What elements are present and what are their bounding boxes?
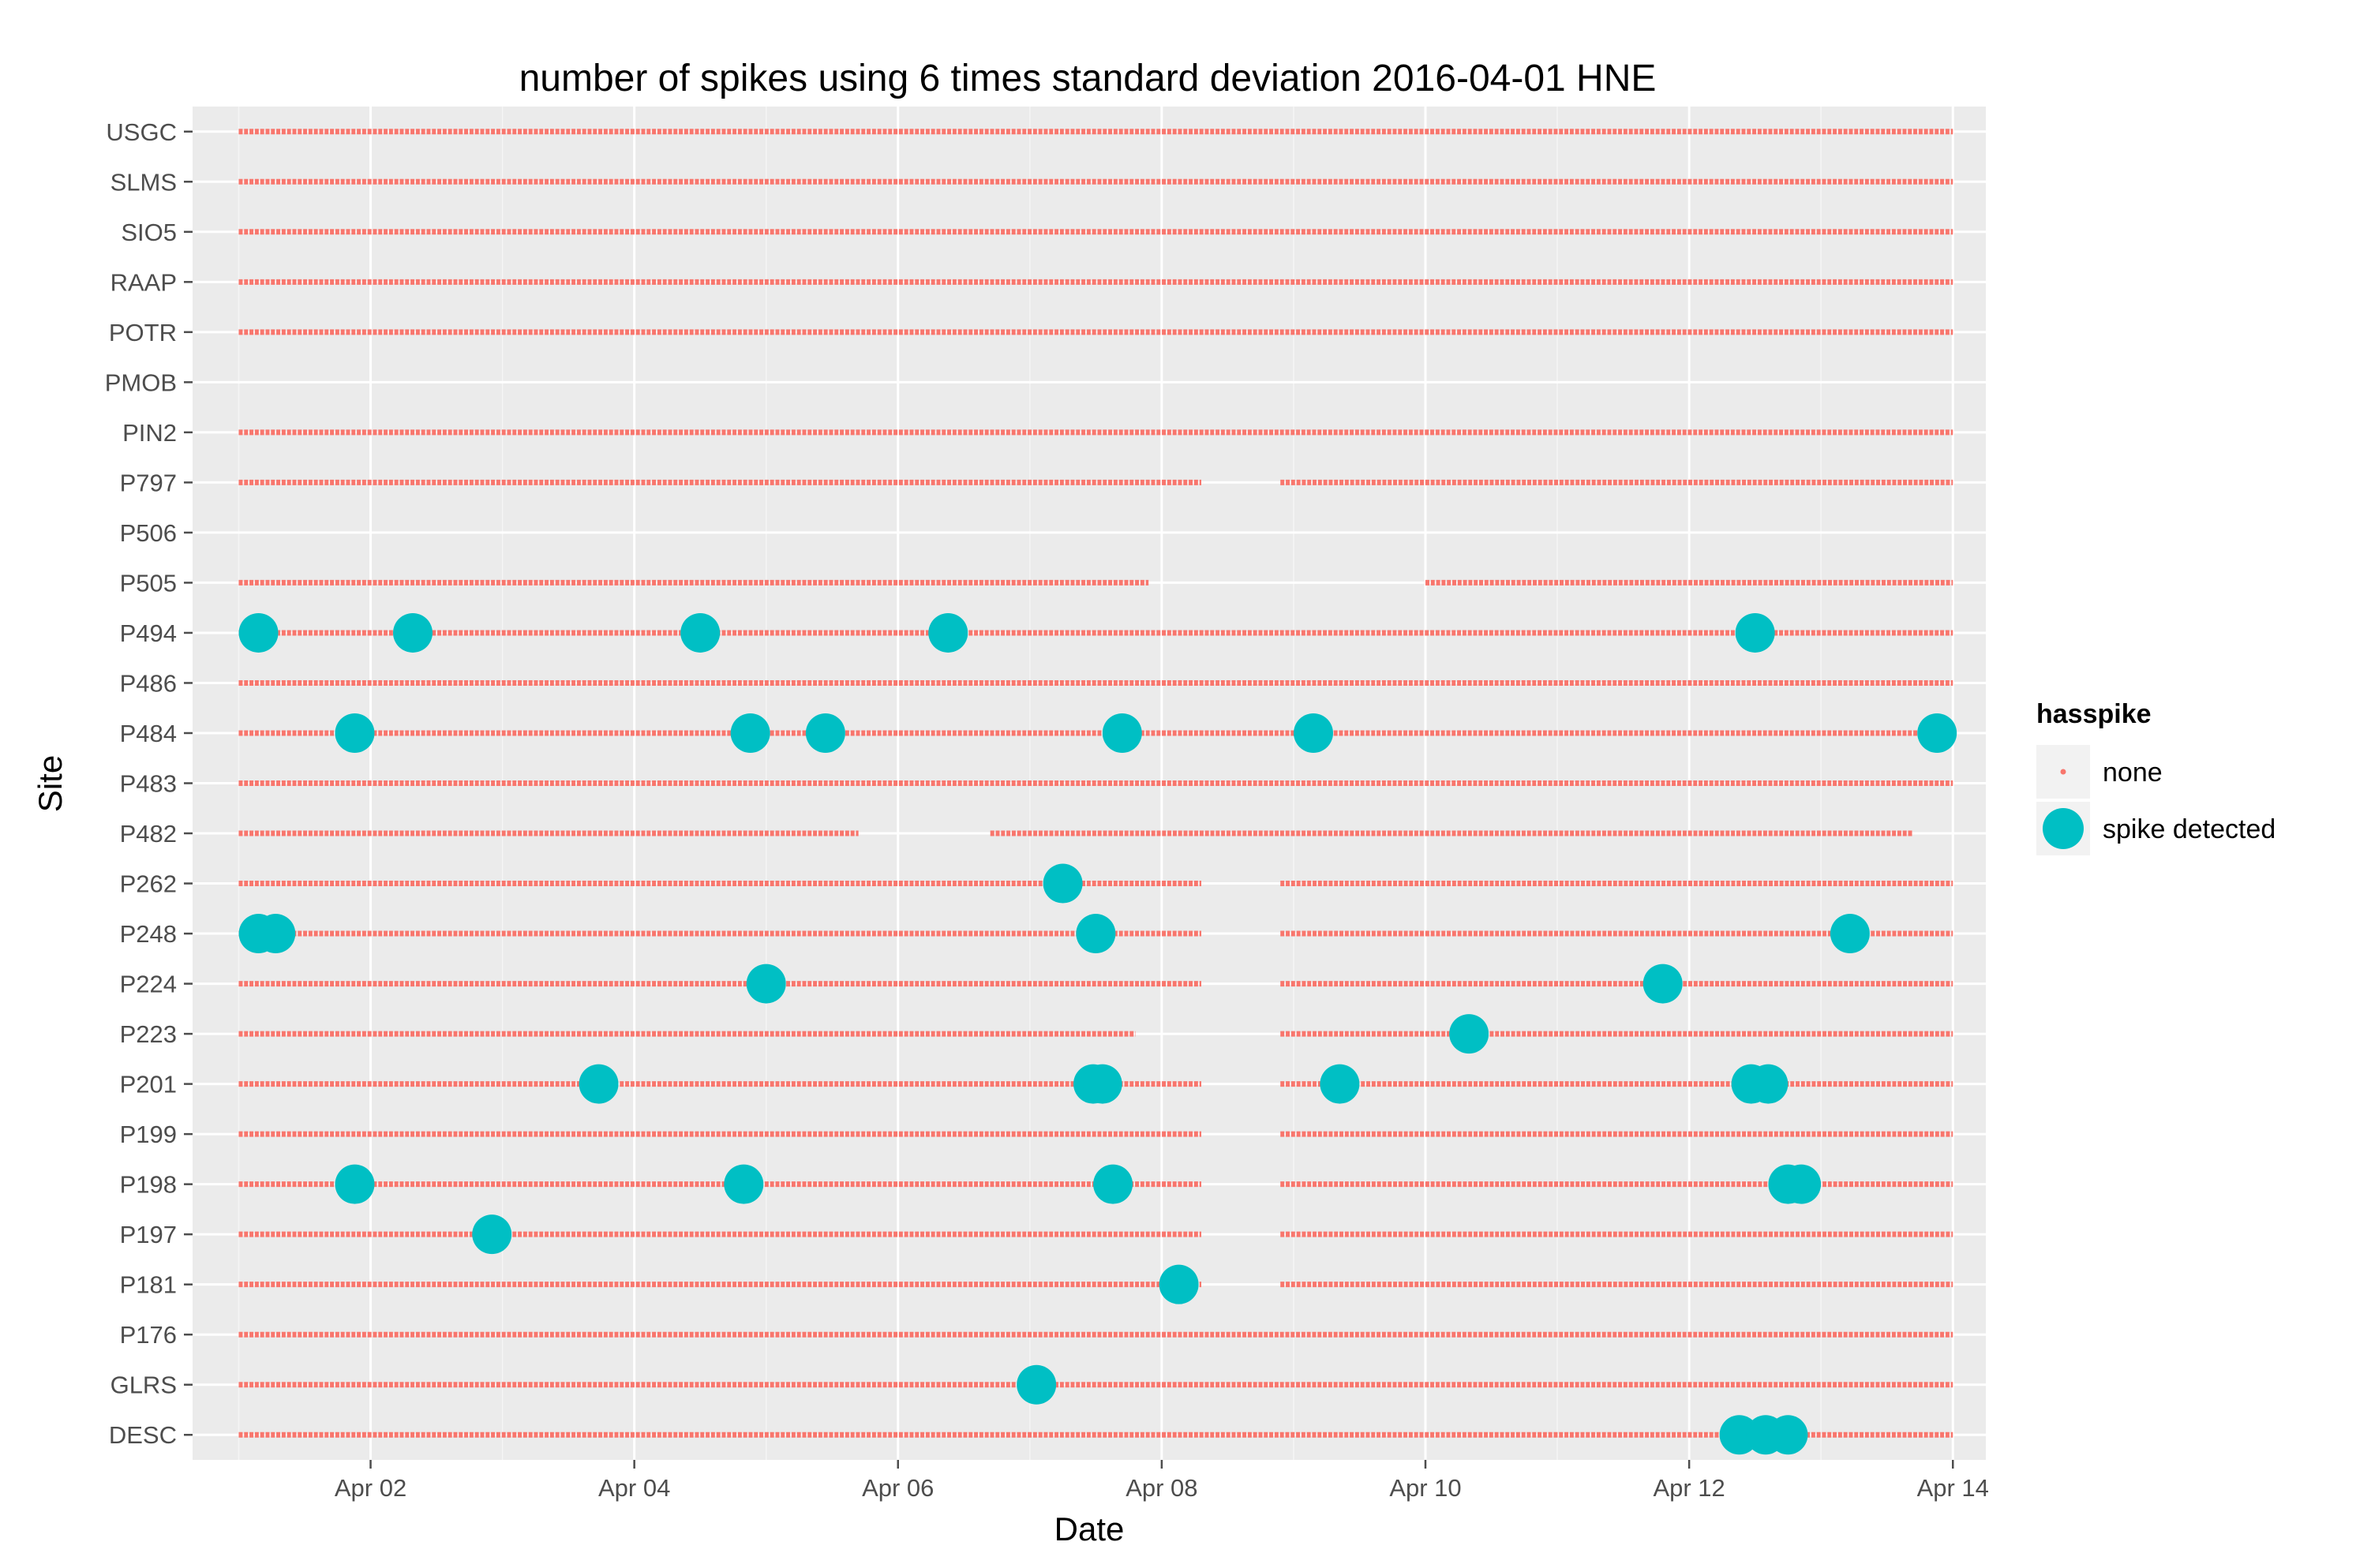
spike-point-desc — [1768, 1415, 1808, 1455]
y-tick-label: P176 — [120, 1321, 177, 1349]
spike-point-p223 — [1449, 1014, 1489, 1054]
no-spike-series — [238, 129, 1953, 1438]
spike-point-p181 — [1159, 1264, 1199, 1304]
spike-point-p198 — [1781, 1164, 1822, 1204]
y-tick-label: P486 — [120, 669, 177, 697]
x-tick-label: Apr 06 — [862, 1474, 934, 1502]
spike-point-p484 — [730, 713, 770, 753]
spike-point-p248 — [1830, 914, 1870, 954]
y-tick-label: SLMS — [110, 168, 177, 196]
x-tick-label: Apr 02 — [335, 1474, 406, 1502]
x-tick-label: Apr 04 — [598, 1474, 670, 1502]
spike-point-p198 — [724, 1164, 764, 1204]
y-tick-label: PIN2 — [122, 419, 177, 447]
y-tick-label: P201 — [120, 1071, 177, 1098]
spike-point-p484 — [1102, 713, 1142, 753]
y-tick-label: RAAP — [110, 268, 177, 296]
spike-point-p197 — [472, 1214, 512, 1255]
spike-point-p248 — [1076, 914, 1116, 954]
y-tick-label: SIO5 — [121, 219, 177, 246]
y-tick-label: P505 — [120, 569, 177, 597]
y-tick-label: DESC — [109, 1421, 177, 1449]
x-tick-label: Apr 14 — [1917, 1474, 1989, 1502]
y-tick-label: P797 — [120, 469, 177, 496]
x-tick-label: Apr 12 — [1653, 1474, 1725, 1502]
spike-point-p494 — [238, 612, 279, 653]
y-axis: DESC GLRS P176 P181 P197 P198 P199 P201 P223 P224… — [105, 118, 193, 1449]
y-tick-label: P494 — [120, 619, 177, 647]
y-tick-label: POTR — [109, 319, 177, 346]
spike-point-p248 — [256, 914, 296, 954]
spike-point-p201 — [1320, 1064, 1360, 1104]
y-tick-label: P482 — [120, 820, 177, 848]
spike-point-p224 — [746, 964, 786, 1004]
spike-series — [238, 612, 1957, 1455]
y-tick-label: P197 — [120, 1221, 177, 1248]
x-tick-label: Apr 10 — [1389, 1474, 1461, 1502]
spike-point-p201 — [1748, 1064, 1789, 1104]
y-tick-label: GLRS — [110, 1372, 177, 1399]
legend-label-none: none — [2103, 758, 2163, 788]
spike-point-p484 — [805, 713, 845, 753]
y-tick-label: P484 — [120, 720, 177, 747]
spike-point-p198 — [1093, 1164, 1133, 1204]
y-tick-label: USGC — [106, 118, 177, 146]
y-tick-label: PMOB — [105, 369, 177, 396]
y-tick-label: P223 — [120, 1020, 177, 1048]
spike-point-p201 — [579, 1064, 619, 1104]
y-tick-label: P224 — [120, 971, 177, 998]
x-tick-label: Apr 08 — [1126, 1474, 1197, 1502]
y-tick-label: P199 — [120, 1121, 177, 1148]
y-tick-label: P181 — [120, 1271, 177, 1299]
y-tick-label: P248 — [120, 920, 177, 948]
legend-label-spike-detected: spike detected — [2103, 814, 2275, 844]
legend-spike-marker — [2043, 808, 2084, 849]
spike-point-p494 — [680, 612, 721, 653]
spike-point-glrs — [1017, 1364, 1057, 1405]
spike-point-p198 — [335, 1164, 375, 1204]
legend-title: hasspike — [2036, 699, 2152, 729]
y-tick-label: P198 — [120, 1171, 177, 1199]
spike-point-p484 — [1917, 713, 1957, 753]
spike-point-p484 — [335, 713, 375, 753]
y-tick-label: P262 — [120, 870, 177, 898]
spike-point-p494 — [1735, 612, 1775, 653]
spike-point-p494 — [392, 612, 433, 653]
y-tick-label: P506 — [120, 519, 177, 547]
x-axis-title: Date — [1054, 1510, 1125, 1547]
legend-none-marker — [2060, 769, 2066, 775]
spike-point-p224 — [1642, 964, 1683, 1004]
spike-point-p201 — [1082, 1064, 1122, 1104]
chart-title: number of spikes using 6 times standard … — [519, 58, 1657, 99]
x-axis: Apr 02 Apr 04 Apr 06 Apr 08 Apr 10 Apr 12 Apr … — [335, 1460, 1989, 1502]
legend: hasspike none spike detected — [2036, 699, 2275, 855]
spike-point-p262 — [1043, 863, 1083, 904]
spike-point-p494 — [928, 612, 968, 653]
y-axis-title: Site — [32, 755, 69, 812]
spike-point-p484 — [1294, 713, 1333, 753]
y-tick-label: P483 — [120, 770, 177, 798]
